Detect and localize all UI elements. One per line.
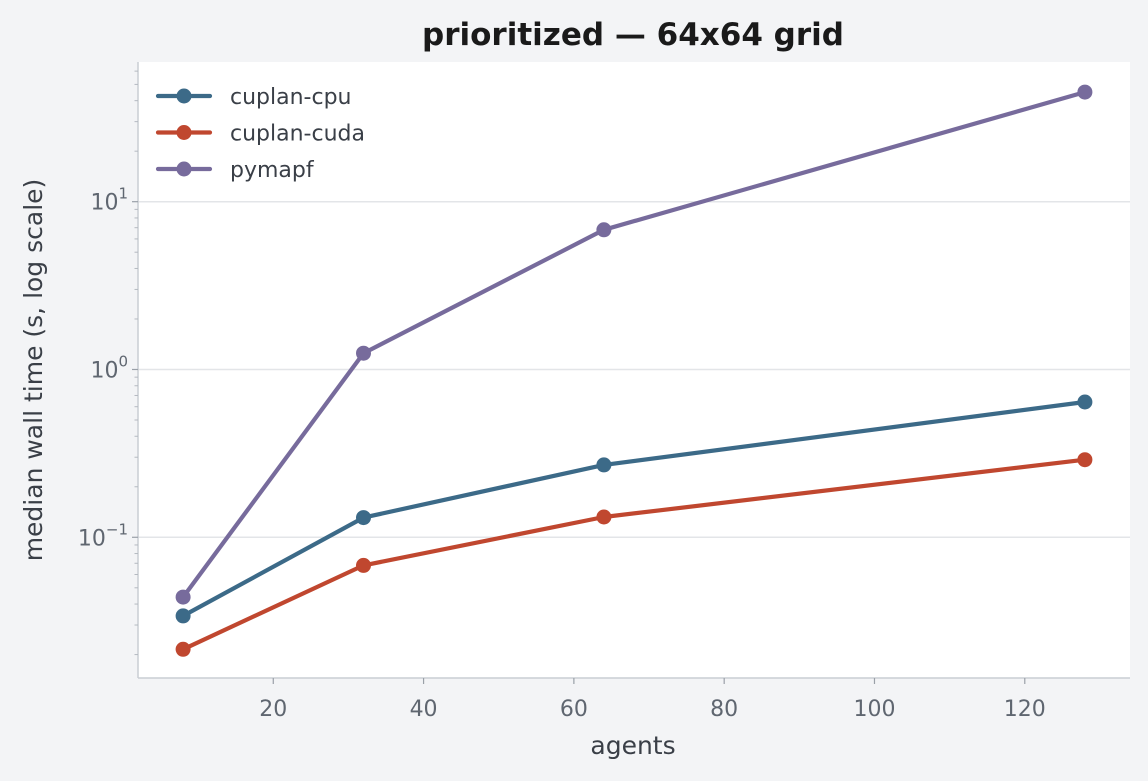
y-axis-label: median wall time (s, log scale)	[19, 179, 48, 562]
legend-label-cuplan-cuda: cuplan-cuda	[230, 122, 365, 147]
legend-label-pymapf: pymapf	[230, 158, 315, 183]
y-tick-label: 10−1	[78, 520, 128, 551]
data-point-cuplan-cpu	[1077, 394, 1093, 410]
x-tick-label: 80	[710, 697, 738, 722]
legend-item-cuplan-cuda: cuplan-cuda	[155, 122, 365, 147]
data-point-pymapf	[175, 589, 191, 605]
data-point-pymapf	[1077, 84, 1093, 100]
data-point-cuplan-cuda	[175, 641, 191, 657]
series-line-cuplan-cuda	[181, 457, 1088, 652]
x-tick-label: 20	[259, 697, 287, 722]
legend: cuplan-cpu cuplan-cuda pymapf	[155, 85, 365, 183]
chart-title: prioritized — 64x64 grid	[422, 17, 844, 53]
legend-marker-cuplan-cpu	[176, 88, 192, 104]
series-line-pymapf	[181, 89, 1088, 600]
x-tick-label: 60	[560, 697, 588, 722]
series-line-cuplan-cpu	[181, 399, 1088, 619]
data-point-cuplan-cuda	[596, 509, 612, 525]
legend-item-cuplan-cpu: cuplan-cpu	[155, 85, 351, 110]
x-axis-label: agents	[590, 731, 675, 760]
y-tick-label: 100	[90, 352, 128, 383]
data-point-cuplan-cuda	[356, 557, 371, 573]
data-point-pymapf	[356, 345, 371, 361]
legend-marker-pymapf	[176, 161, 192, 177]
data-point-cuplan-cpu	[175, 608, 191, 624]
data-point-cuplan-cuda	[1077, 452, 1093, 468]
y-tick-label: 101	[90, 185, 128, 216]
y-ticks: 10−1 100 101	[78, 70, 138, 656]
x-tick-label: 40	[410, 697, 438, 722]
x-ticks: 20 40 60 80 100 120	[259, 678, 1046, 722]
legend-item-pymapf: pymapf	[155, 158, 315, 183]
series-group	[175, 84, 1093, 657]
data-point-cuplan-cpu	[596, 457, 612, 473]
legend-label-cuplan-cpu: cuplan-cpu	[230, 85, 351, 110]
grid-lines	[138, 200, 1130, 539]
x-tick-label: 120	[1004, 697, 1046, 722]
data-point-cuplan-cpu	[356, 510, 371, 526]
legend-marker-cuplan-cuda	[176, 125, 192, 140]
data-point-pymapf	[596, 222, 612, 238]
x-tick-label: 100	[853, 697, 895, 722]
